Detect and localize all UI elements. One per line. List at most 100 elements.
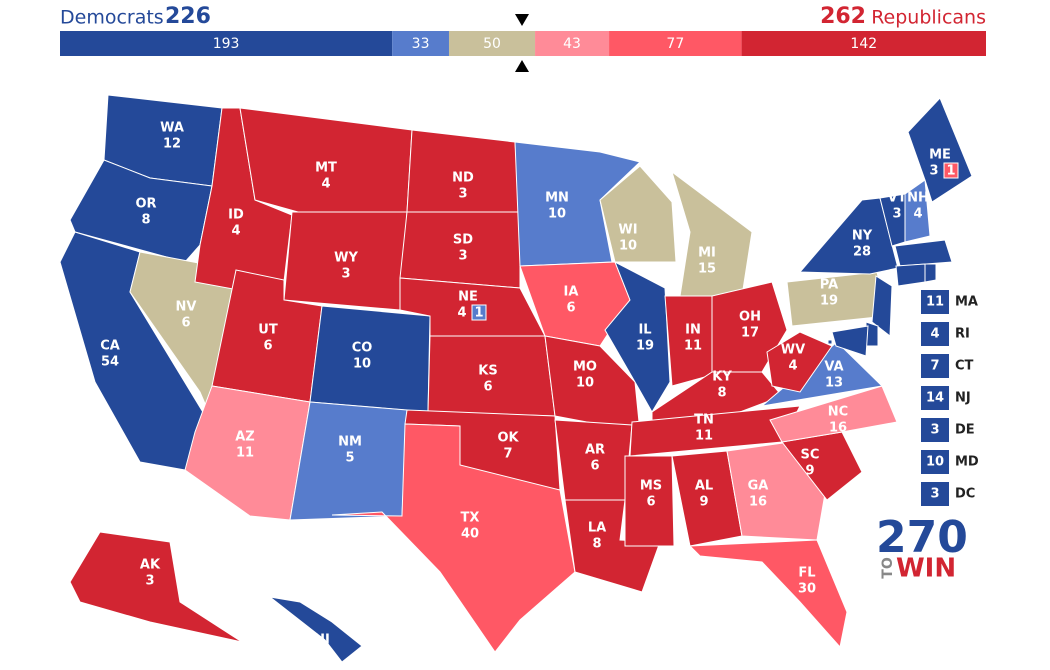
state-shape [769, 385, 898, 443]
state-abbr: UT [258, 323, 278, 338]
state-shape [671, 170, 753, 297]
state-abbr: FL [798, 566, 815, 581]
bar-segment-label: 33 [412, 36, 430, 52]
state-votes: 3 [458, 187, 467, 202]
small-state-votes: 11 [926, 295, 944, 310]
state-abbr: SC [801, 448, 820, 463]
state-votes: 7 [503, 447, 512, 462]
state-votes: 17 [741, 326, 759, 341]
small-state-votes: 4 [930, 327, 939, 342]
state-abbr: WY [334, 251, 358, 266]
state-abbr: NY [852, 229, 873, 244]
state-abbr: OK [497, 431, 519, 446]
state-votes: 3 [892, 207, 901, 222]
district-votes: 1 [946, 164, 955, 179]
small-state-votes: 14 [926, 391, 944, 406]
state-shape [544, 335, 641, 433]
small-state-box [921, 450, 949, 474]
state-votes: 12 [163, 137, 181, 152]
state-votes: 8 [592, 537, 601, 552]
state-abbr: WI [618, 223, 637, 238]
bar-segment [392, 31, 449, 56]
state-abbr: PA [820, 278, 838, 293]
small-state-votes: 10 [926, 455, 944, 470]
state-abbr: ND [452, 171, 474, 186]
state-shape [831, 325, 869, 357]
state-votes: 4 [788, 359, 797, 374]
state-abbr: CA [100, 339, 120, 354]
state-abbr: OR [135, 197, 156, 212]
state-votes: 19 [636, 339, 654, 354]
state-abbr: TN [694, 413, 714, 428]
state-votes: 6 [181, 316, 190, 331]
state-votes: 3 [341, 267, 350, 282]
state-abbr: MT [315, 161, 337, 176]
state-abbr: NH [907, 191, 929, 206]
state-abbr: IA [564, 285, 579, 300]
state-shape [269, 596, 363, 663]
state-abbr: IN [685, 323, 701, 338]
state-shape [766, 331, 833, 393]
small-state-box [921, 386, 949, 410]
state-abbr: GA [748, 479, 769, 494]
state-votes: 6 [483, 380, 492, 395]
state-shape [871, 275, 893, 337]
bar-segment-label: 50 [483, 36, 501, 52]
state-abbr: AK [140, 558, 161, 573]
small-state-abbr: RI [955, 327, 970, 342]
state-abbr: NV [176, 300, 197, 315]
state-votes: 6 [646, 495, 655, 510]
state-votes: 8 [141, 213, 150, 228]
dem-label: Democrats [60, 7, 164, 29]
state-votes: 5 [345, 451, 354, 466]
state-votes: 6 [590, 459, 599, 474]
state-votes: 10 [619, 239, 637, 254]
state-abbr: KS [478, 364, 497, 379]
state-votes: 6 [566, 301, 575, 316]
small-state-box [921, 290, 949, 314]
state-abbr: KY [712, 370, 732, 385]
state-votes: 28 [853, 245, 871, 260]
state-abbr: AR [585, 443, 605, 458]
state-votes: 54 [101, 355, 119, 370]
bar-segment [609, 31, 742, 56]
bar-segment [535, 31, 610, 56]
state-abbr: TX [461, 511, 480, 526]
bar-segment-label: 77 [666, 36, 684, 52]
state-shape [331, 423, 576, 653]
bar-segment-label: 193 [213, 36, 240, 52]
small-state-abbr: DC [955, 487, 975, 502]
state-votes: 11 [684, 339, 702, 354]
state-shape [894, 239, 953, 267]
rep-total: 262 [820, 4, 866, 29]
state-shape [69, 531, 243, 643]
state-shape [895, 263, 926, 287]
state-shape [599, 165, 677, 263]
state-votes: 4 [321, 177, 330, 192]
state-abbr: ID [228, 208, 244, 223]
state-abbr: VA [824, 360, 843, 375]
state-votes: 4 [913, 207, 922, 222]
bar-segment-label: 43 [563, 36, 581, 52]
state-votes: 8 [717, 386, 726, 401]
small-state-abbr: MD [955, 455, 979, 470]
state-votes: 4 [231, 224, 240, 239]
bar-segment-label: 142 [850, 36, 877, 52]
state-abbr: HI [314, 633, 330, 648]
state-abbr: MO [573, 360, 597, 375]
state-votes: 30 [798, 582, 816, 597]
state-abbr: NM [338, 435, 362, 450]
state-shape [688, 539, 848, 649]
state-abbr: VT [888, 191, 907, 206]
logo-to: TO [880, 557, 896, 579]
state-abbr: MI [698, 246, 716, 261]
district-box [943, 162, 959, 179]
bar-segment [60, 31, 393, 56]
state-votes: 10 [548, 207, 566, 222]
state-votes: 13 [825, 376, 843, 391]
state-abbr: WA [160, 121, 184, 136]
state-shape [904, 179, 931, 243]
state-votes: 9 [805, 464, 814, 479]
state-abbr: AZ [235, 430, 255, 445]
